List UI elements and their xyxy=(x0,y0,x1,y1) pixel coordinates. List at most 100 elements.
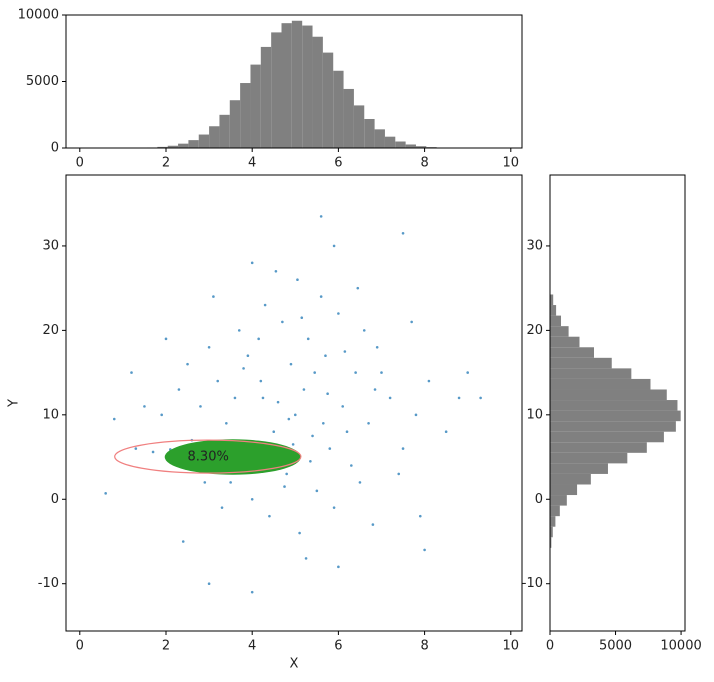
point xyxy=(134,447,138,450)
point xyxy=(181,540,185,543)
point xyxy=(296,278,299,282)
point xyxy=(216,379,220,383)
point xyxy=(143,405,146,408)
point xyxy=(343,350,347,353)
highlight-region xyxy=(164,439,301,475)
x-tick-label: 0 xyxy=(76,156,84,171)
x-tick-label: 10 xyxy=(503,156,520,171)
y-tick-label: 30 xyxy=(526,238,543,253)
point xyxy=(401,447,405,450)
point xyxy=(160,413,163,417)
y-tick-label: 0 xyxy=(535,492,543,507)
point xyxy=(207,582,211,586)
point xyxy=(457,396,461,400)
bar xyxy=(550,389,667,401)
bar xyxy=(374,129,385,148)
x-tick-label: 4 xyxy=(248,156,256,171)
y-tick-label: 0 xyxy=(51,141,59,156)
point xyxy=(246,354,250,358)
bar xyxy=(550,442,647,453)
point xyxy=(293,413,297,417)
point xyxy=(311,434,314,438)
bar xyxy=(198,134,210,148)
point xyxy=(337,312,340,315)
point xyxy=(186,362,189,366)
bar xyxy=(550,463,608,474)
point xyxy=(444,430,448,434)
bar xyxy=(550,537,552,548)
point xyxy=(112,417,116,421)
axes-frame xyxy=(549,174,686,632)
x-tick-label: 2 xyxy=(162,156,170,171)
point xyxy=(229,481,232,484)
x-tick-label: 8 xyxy=(420,156,428,171)
x-axis-label: X xyxy=(290,657,299,672)
point xyxy=(324,354,327,358)
y-tick-label: 20 xyxy=(42,323,59,338)
point xyxy=(358,481,362,484)
point xyxy=(380,371,383,374)
point xyxy=(274,269,278,273)
plot-area xyxy=(105,20,489,148)
point xyxy=(367,421,370,425)
point xyxy=(302,388,306,391)
point xyxy=(356,286,360,290)
bar xyxy=(550,336,580,348)
point xyxy=(203,481,207,484)
bar xyxy=(291,20,303,148)
x-tick-label: 0 xyxy=(546,639,554,654)
x-tick-label: 2 xyxy=(162,639,170,654)
point xyxy=(242,367,245,370)
bar xyxy=(229,100,241,148)
point xyxy=(319,295,323,298)
point xyxy=(263,303,267,307)
bar xyxy=(550,495,567,506)
y-tick-label: -10 xyxy=(522,576,543,591)
point xyxy=(250,497,254,501)
point xyxy=(298,531,301,535)
x-tick-label: 5000 xyxy=(599,639,632,654)
bar xyxy=(550,473,591,485)
point xyxy=(304,557,308,560)
bar xyxy=(405,144,416,148)
point xyxy=(130,371,133,374)
bar xyxy=(550,347,594,358)
bar xyxy=(550,452,628,464)
point xyxy=(261,396,265,400)
bar xyxy=(209,126,220,148)
bar xyxy=(240,83,251,148)
point xyxy=(272,430,276,434)
bar xyxy=(322,52,334,148)
point xyxy=(164,337,168,341)
y-tick-label: -10 xyxy=(38,576,59,591)
bar xyxy=(178,143,189,148)
bar xyxy=(550,484,578,496)
point xyxy=(276,400,280,404)
point xyxy=(268,514,271,518)
ellipse xyxy=(114,439,302,474)
y-tick-label: 10 xyxy=(526,407,543,422)
bar xyxy=(415,146,427,148)
point xyxy=(466,371,469,374)
point xyxy=(423,548,426,552)
x-tick-label: 10 xyxy=(503,639,520,654)
point xyxy=(285,472,288,476)
bar xyxy=(550,400,678,411)
point xyxy=(250,261,254,265)
point xyxy=(410,320,413,324)
bar xyxy=(302,25,313,148)
x-tick-label: 6 xyxy=(334,156,342,171)
point xyxy=(291,443,295,446)
y-axis-label: Y xyxy=(7,399,22,408)
x-tick-label: 4 xyxy=(248,639,256,654)
x-tick-label: 0 xyxy=(76,639,84,654)
bar xyxy=(550,410,681,422)
point xyxy=(225,421,228,425)
bar xyxy=(333,70,344,148)
y-tick-label: 5000 xyxy=(26,74,59,89)
point xyxy=(326,392,329,396)
point xyxy=(199,405,202,408)
bar xyxy=(550,526,553,538)
